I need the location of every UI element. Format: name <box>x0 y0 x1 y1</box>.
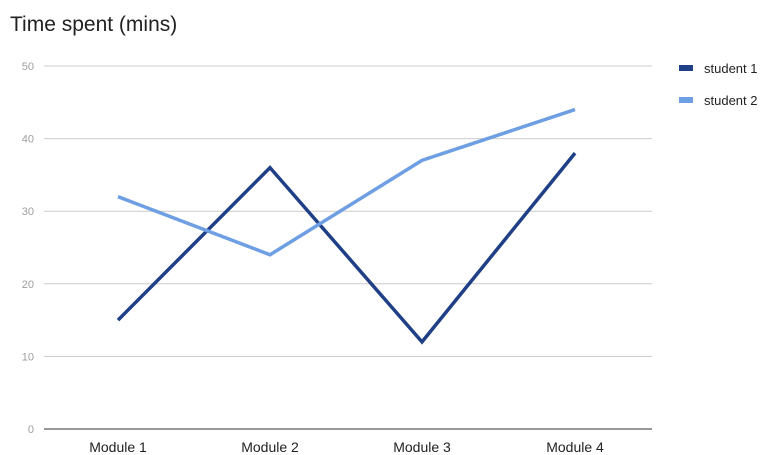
y-tick-label: 40 <box>22 134 34 146</box>
y-tick-label: 50 <box>22 61 34 73</box>
x-tick-label: Module 1 <box>89 439 147 455</box>
legend-swatch <box>679 97 693 103</box>
y-tick-label: 30 <box>22 206 34 218</box>
x-tick-label: Module 4 <box>546 439 604 455</box>
legend-label: student 2 <box>704 93 758 108</box>
series-line-student-2 <box>117 107 576 257</box>
x-tick-label: Module 3 <box>393 439 451 455</box>
y-tick-label: 10 <box>22 351 34 363</box>
legend-item: student 1 <box>679 61 758 76</box>
x-tick-label: Module 2 <box>241 439 299 455</box>
chart-title: Time spent (mins) <box>10 13 178 36</box>
legend-swatch <box>679 65 693 71</box>
legend-label: student 1 <box>704 61 758 76</box>
y-tick-label: 20 <box>22 279 34 291</box>
y-tick-label: 0 <box>28 424 34 436</box>
series-line-student-1 <box>116 152 577 345</box>
legend-item: student 2 <box>679 93 758 108</box>
